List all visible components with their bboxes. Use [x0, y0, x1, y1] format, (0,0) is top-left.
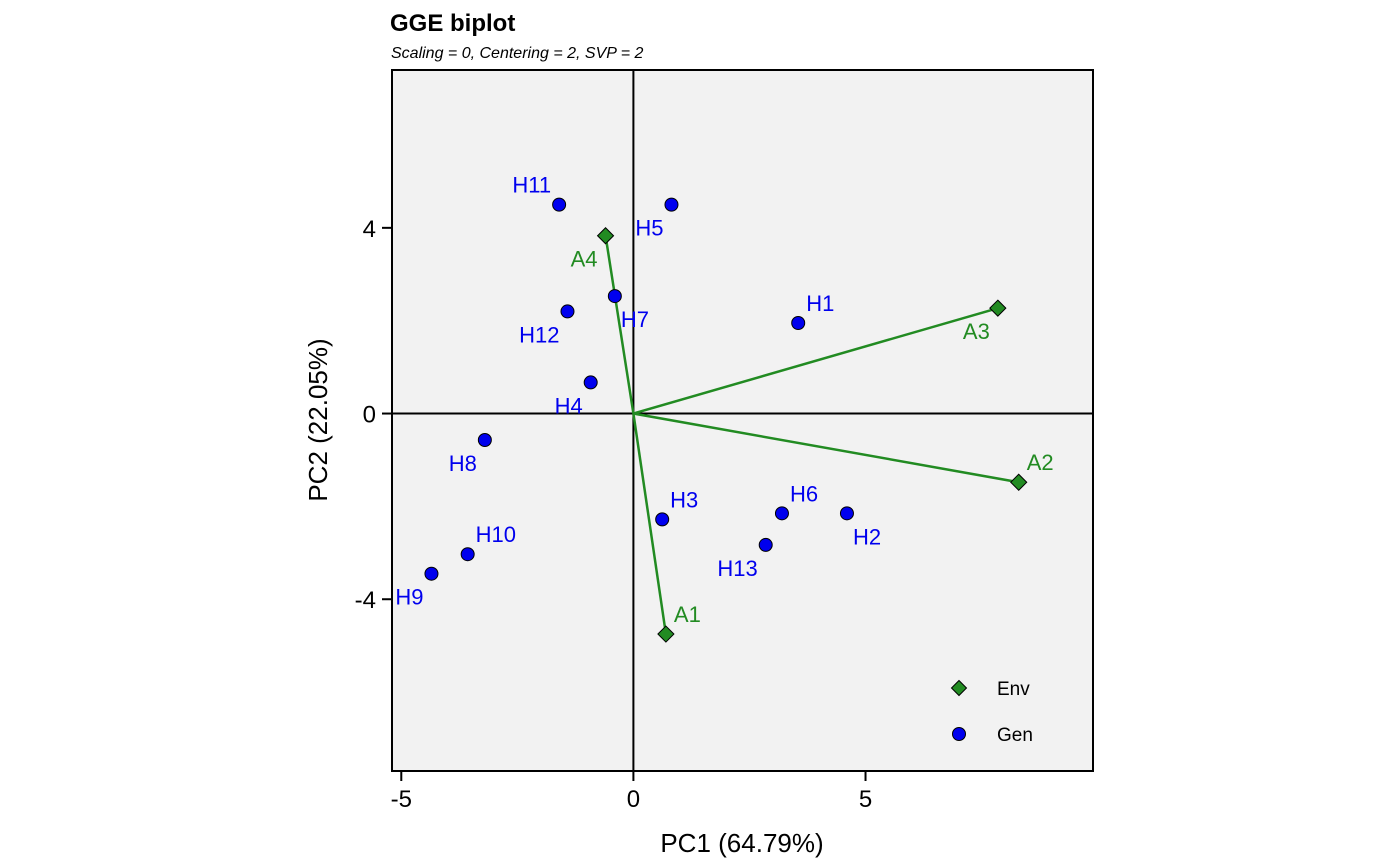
- chart-title: GGE biplot: [390, 10, 515, 37]
- gen-point-h11: [552, 197, 567, 212]
- point-label-h7: H7: [621, 307, 649, 332]
- gen-point-h2: [839, 506, 854, 521]
- legend-env-marker: [950, 679, 968, 697]
- x-tick-label: 0: [627, 786, 640, 813]
- y-tick-label: -4: [355, 587, 376, 614]
- legend-label-env: Env: [997, 679, 1030, 700]
- gen-point-h7: [607, 289, 622, 304]
- env-vector-a2: [633, 412, 1019, 484]
- point-label-h13: H13: [717, 556, 757, 581]
- point-label-h11: H11: [512, 173, 551, 198]
- plot-panel: [392, 70, 1093, 771]
- y-axis-label: PC2 (22.05%): [303, 338, 333, 501]
- env-vector-a1: [632, 413, 668, 635]
- x-tick-label: 5: [859, 786, 872, 813]
- point-label-h8: H8: [449, 451, 477, 476]
- point-label-h6: H6: [790, 481, 818, 506]
- point-label-h12: H12: [519, 322, 559, 347]
- y-tick-label: 0: [363, 402, 376, 429]
- point-label-a2: A2: [1027, 450, 1054, 475]
- point-label-h5: H5: [635, 216, 663, 241]
- chart-subtitle: Scaling = 0, Centering = 2, SVP = 2: [391, 45, 644, 62]
- point-label-a4: A4: [571, 247, 598, 272]
- gen-point-h8: [477, 432, 492, 447]
- env-point-a1: [657, 625, 675, 643]
- gen-point-h3: [655, 512, 670, 527]
- env-vector-a4: [604, 235, 635, 414]
- point-label-a1: A1: [674, 602, 701, 627]
- gen-point-h4: [583, 375, 598, 390]
- gen-point-h13: [758, 537, 773, 552]
- y-tick-label: 4: [363, 216, 376, 243]
- env-vector-a3: [633, 306, 999, 415]
- env-point-a2: [1010, 473, 1028, 491]
- gen-point-h5: [664, 197, 679, 212]
- point-label-h9: H9: [395, 585, 423, 610]
- point-label-h10: H10: [476, 522, 516, 547]
- point-label-h1: H1: [806, 291, 834, 316]
- x-axis-label: PC1 (64.79%): [660, 828, 823, 858]
- env-point-a4: [596, 227, 615, 245]
- legend-label-gen: Gen: [997, 725, 1033, 746]
- gen-point-h1: [791, 316, 806, 331]
- gen-point-h10: [460, 547, 475, 562]
- gen-point-h6: [774, 506, 789, 521]
- plot-border: [391, 69, 1094, 772]
- gen-point-h9: [424, 566, 439, 581]
- point-label-h3: H3: [670, 487, 698, 512]
- point-label-h4: H4: [555, 393, 583, 418]
- legend-gen-marker: [952, 727, 966, 741]
- legend: Env Gen: [950, 679, 1033, 746]
- point-label-a3: A3: [963, 319, 990, 344]
- env-point-a3: [989, 299, 1007, 317]
- x-tick-label: -5: [391, 786, 412, 813]
- gen-point-h12: [560, 304, 575, 319]
- point-label-h2: H2: [853, 524, 881, 549]
